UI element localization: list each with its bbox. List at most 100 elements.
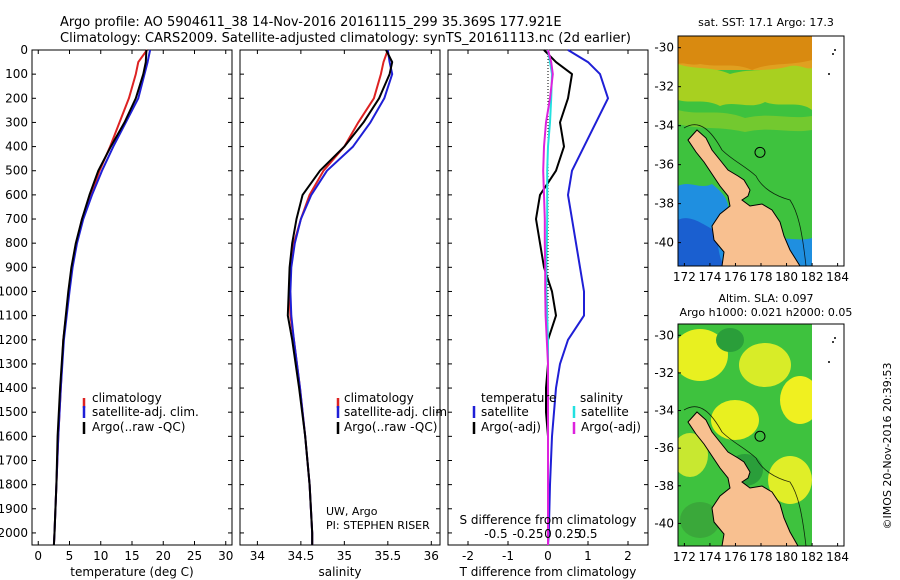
sla-high-blob: [678, 433, 708, 477]
difference-xlabel-top: S difference from climatology: [460, 513, 637, 527]
longitude-tick-label: 178: [750, 270, 773, 284]
annotation-pi: PI: STEPHEN RISER: [326, 519, 430, 532]
x-tick-label: 0: [34, 549, 42, 563]
legend-label-t-satellite: satellite: [481, 405, 529, 419]
series-line-argo-raw-qc-: [286, 49, 394, 545]
sla-map-title: Altim. SLA: 0.097: [718, 292, 813, 305]
sla-high-blob: [711, 400, 759, 440]
difference-legend: temperature salinity satellite Argo(-adj…: [472, 391, 641, 434]
depth-tick-label: 1800: [0, 478, 28, 492]
x-tick-label: 25: [187, 549, 202, 563]
island-dot: [828, 73, 830, 75]
longitude-tick-label: 182: [801, 270, 824, 284]
legend-label-argo: Argo(..raw -QC): [92, 420, 185, 434]
longitude-tick-label: 184: [826, 270, 849, 284]
latitude-tick-label: -30: [654, 328, 674, 342]
legend-label-argo: Argo(..raw -QC): [344, 420, 437, 434]
header-line-2: Climatology: CARS2009. Satellite-adjuste…: [60, 31, 631, 46]
top-tick-label: -0.5: [484, 527, 507, 541]
top-tick-label: -0.25: [512, 527, 543, 541]
depth-tick-label: 1900: [0, 502, 28, 516]
depth-tick-label: 100: [5, 67, 28, 81]
legend-label-climatology: climatology: [92, 391, 162, 405]
longitude-tick-label: 176: [724, 270, 747, 284]
depth-tick-label: 600: [5, 188, 28, 202]
latitude-tick-label: -36: [654, 158, 674, 172]
x-tick-label: 2: [624, 549, 632, 563]
sst-land: [683, 124, 807, 266]
sla-map-subtitle: Argo h1000: 0.021 h2000: 0.05: [680, 306, 853, 319]
longitude-tick-label: 182: [801, 550, 824, 564]
depth-tick-label: 700: [5, 212, 28, 226]
sla-map-ticks: 172 174 176 178 180 182 184 -30 -32 -34 -36 -38 -40: [654, 328, 849, 564]
depth-tick-label: 1300: [0, 357, 28, 371]
sla-high-blob: [780, 376, 812, 424]
x-tick-label: 5: [66, 549, 74, 563]
x-tick-label: 0: [544, 549, 552, 563]
longitude-tick-label: 176: [724, 550, 747, 564]
island-dot: [832, 341, 834, 343]
top-tick-label: 0.5: [578, 527, 597, 541]
new-zealand-north-island: [687, 411, 799, 546]
x-tick-label: 34: [250, 549, 265, 563]
annotation-institution: UW, Argo: [326, 505, 378, 518]
legend-label-s-satellite: satellite: [581, 405, 629, 419]
sla-high-blob: [768, 456, 812, 504]
difference-panel: -2 -1 0 1 2 T difference from climatology S …: [447, 49, 649, 579]
salinity-difference-tick-labels: -0.5 -0.25 0 0.250.5: [484, 527, 597, 541]
legend-label-t-argo: Argo(-adj): [481, 420, 541, 434]
series-line-satellite: [547, 49, 609, 546]
depth-tick-label: 1400: [0, 381, 28, 395]
island-dot: [834, 49, 836, 51]
x-tick-label: 10: [93, 549, 108, 563]
salinity-panel: 34 34.5 35 35.5 36 salinity climatology sate…: [239, 49, 451, 579]
sst-nodata-region: [812, 36, 844, 266]
legend-title-salinity: salinity: [580, 391, 623, 405]
header-line-1: Argo profile: AO 5904611_38 14-Nov-2016 …: [60, 15, 562, 30]
island-dot: [828, 361, 830, 363]
longitude-tick-label: 184: [826, 550, 849, 564]
temperature-lines: [52, 49, 152, 546]
difference-xlabel-bottom: T difference from climatology: [459, 565, 637, 579]
imos-stamp: ©IMOS 20-Nov-2016 20:39:53: [881, 363, 894, 530]
latitude-tick-label: -36: [654, 441, 674, 455]
latitude-tick-label: -32: [654, 366, 674, 380]
top-tick-label: 0.25: [555, 527, 582, 541]
latitude-tick-label: -38: [654, 479, 674, 493]
depth-tick-label: 2000: [0, 526, 28, 540]
temperature-legend: climatology satellite-adj. clim. Argo(..…: [82, 391, 199, 434]
sst-map-panel: sat. SST: 17.1 Argo: 17.3 172 174 176: [654, 16, 849, 284]
x-tick-label: 35.5: [374, 549, 401, 563]
longitude-tick-label: 180: [775, 550, 798, 564]
salinity-y-ticks: [240, 49, 440, 534]
x-tick-label: 36: [424, 549, 439, 563]
series-line-argo-raw-qc-: [52, 49, 148, 546]
x-tick-label: 35: [337, 549, 352, 563]
island-dot: [834, 337, 836, 339]
latitude-tick-label: -40: [654, 516, 674, 530]
sla-profile-marker: [754, 430, 766, 442]
latitude-tick-label: -34: [654, 404, 674, 418]
depth-tick-label: 500: [5, 164, 28, 178]
x-tick-label: 15: [124, 549, 139, 563]
sla-map-panel: Altim. SLA: 0.097 Argo h1000: 0.021 h200…: [654, 292, 852, 564]
depth-tick-label: 1100: [0, 309, 28, 323]
salinity-x-ticks: 34 34.5 35 35.5 36: [250, 50, 439, 563]
sst-yellow-band: [678, 64, 812, 110]
longitude-tick-label: 174: [698, 270, 721, 284]
depth-tick-label: 1700: [0, 453, 28, 467]
x-tick-label: 30: [218, 549, 233, 563]
sst-mixed-band: [678, 110, 812, 132]
latitude-tick-label: -30: [654, 41, 674, 55]
sla-high-blob: [739, 343, 791, 387]
sla-nodata-region: [812, 324, 844, 546]
depth-tick-label: 1200: [0, 333, 28, 347]
depth-tick-label: 800: [5, 236, 28, 250]
sst-map-title: sat. SST: 17.1 Argo: 17.3: [698, 16, 834, 29]
x-tick-label: 1: [584, 549, 592, 563]
legend-label-climatology: climatology: [344, 391, 414, 405]
latitude-tick-label: -38: [654, 197, 674, 211]
latitude-tick-label: -40: [654, 236, 674, 250]
longitude-tick-label: 178: [750, 550, 773, 564]
